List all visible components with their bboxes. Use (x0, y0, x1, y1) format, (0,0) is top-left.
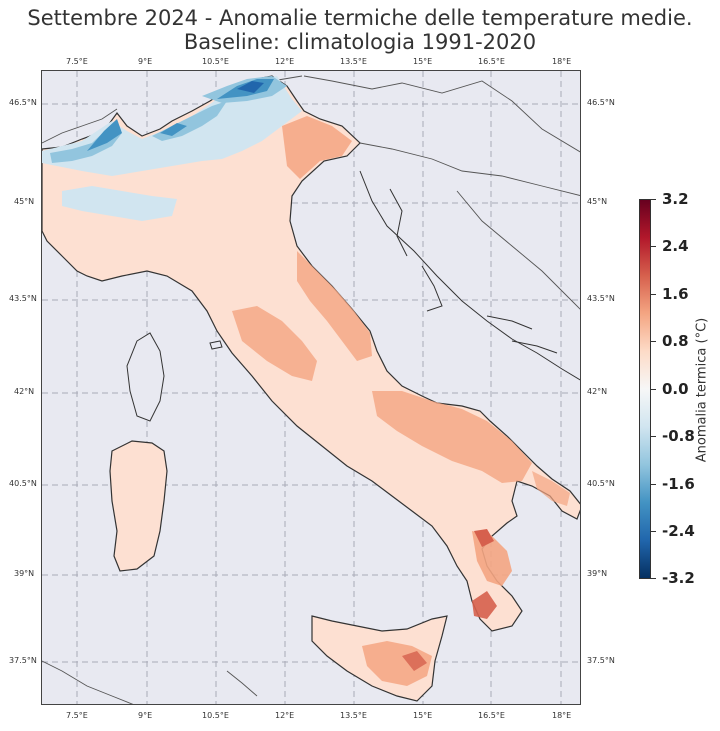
colorbar-tick-mark (651, 484, 656, 485)
lat-tick-right: 39°N (587, 569, 608, 578)
lat-tick-left: 40.5°N (9, 479, 37, 488)
colorbar-tick-mark (651, 578, 656, 579)
lon-tick-top: 16.5°E (478, 57, 505, 66)
colorbar-tick-mark (651, 436, 656, 437)
sardinia (109, 440, 168, 572)
lon-tick-bottom: 12°E (275, 711, 295, 720)
lat-tick-left: 42°N (14, 387, 35, 396)
lon-tick-bottom: 13.5°E (340, 711, 367, 720)
lat-tick-right: 40.5°N (587, 479, 615, 488)
lon-tick-top: 7.5°E (66, 57, 88, 66)
map-panel (41, 70, 581, 705)
colorbar-tick-label: 0.8 (662, 332, 689, 350)
lon-tick-bottom: 16.5°E (478, 711, 505, 720)
lat-tick-left: 46.5°N (9, 98, 37, 107)
elba-island (209, 340, 223, 350)
croatia-coast (359, 170, 580, 381)
colorbar-tick-mark (651, 531, 656, 532)
lat-tick-left: 45°N (14, 197, 35, 206)
colorbar-tick-label: 0.0 (662, 380, 689, 398)
colorbar (639, 199, 651, 579)
lat-tick-right: 37.5°N (587, 656, 615, 665)
lat-tick-right: 46.5°N (587, 98, 615, 107)
colorbar-tick-label: 2.4 (662, 237, 689, 255)
warm-anomalies (232, 116, 570, 686)
lon-tick-bottom: 9°E (138, 711, 153, 720)
colorbar-tick-label: -3.2 (662, 569, 695, 587)
corsica (126, 332, 165, 422)
map-title: Settembre 2024 - Anomalie termiche delle… (27, 6, 693, 30)
lon-tick-bottom: 18°E (552, 711, 572, 720)
colorbar-tick-label: 3.2 (662, 190, 689, 208)
colorbar-tick-label: -2.4 (662, 522, 695, 540)
lat-tick-left: 39°N (14, 569, 35, 578)
lat-tick-left: 37.5°N (9, 656, 37, 665)
lon-tick-bottom: 15°E (413, 711, 433, 720)
lon-tick-top: 18°E (552, 57, 572, 66)
lon-tick-top: 12°E (275, 57, 295, 66)
lon-tick-top: 13.5°E (340, 57, 367, 66)
lat-tick-left: 43.5°N (9, 294, 37, 303)
lat-tick-right: 45°N (587, 197, 608, 206)
colorbar-tick-label: -0.8 (662, 427, 695, 445)
colorbar-tick-label: 1.6 (662, 285, 689, 303)
colorbar-tick-mark (651, 341, 656, 342)
lon-tick-bottom: 10.5°E (202, 711, 229, 720)
colorbar-tick-mark (651, 199, 656, 200)
colorbar-tick-mark (651, 294, 656, 295)
colorbar-tick-label: -1.6 (662, 475, 695, 493)
colorbar-label: Anomalia termica (°C) (694, 317, 710, 463)
alpine-cold-anomalies (42, 76, 302, 221)
lat-tick-right: 42°N (587, 387, 608, 396)
colorbar-tick-mark (651, 246, 656, 247)
lon-tick-bottom: 7.5°E (66, 711, 88, 720)
lon-tick-top: 10.5°E (202, 57, 229, 66)
colorbar-tick-mark (651, 389, 656, 390)
map-subtitle: Baseline: climatologia 1991-2020 (183, 30, 537, 54)
map-canvas (42, 71, 580, 704)
lat-tick-right: 43.5°N (587, 294, 615, 303)
lon-tick-top: 15°E (413, 57, 433, 66)
lon-tick-top: 9°E (138, 57, 153, 66)
